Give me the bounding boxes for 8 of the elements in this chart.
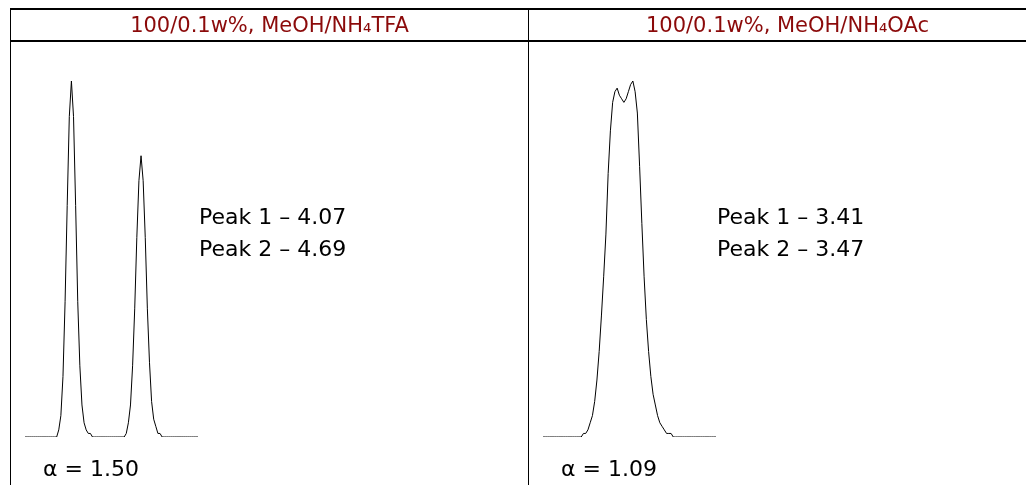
annotation: Peak 1 – 4.07 — [199, 203, 347, 231]
annotation: Peak 1 – 3.41 — [717, 203, 865, 231]
annotation: Peak 2 – 4.69 — [199, 235, 347, 263]
text: 100/0.1w%, MeOH/NH₄TFA — [130, 13, 409, 37]
text: α = 1.09 — [561, 456, 657, 481]
annotation: Peak 2 – 3.47 — [717, 235, 865, 263]
text: α = 1.50 — [43, 456, 139, 481]
text: 100/0.1w%, MeOH/NH₄OAc — [645, 13, 930, 37]
